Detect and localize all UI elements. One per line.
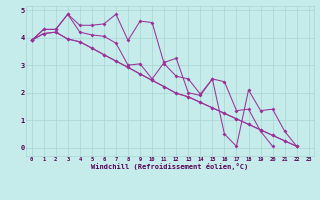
X-axis label: Windchill (Refroidissement éolien,°C): Windchill (Refroidissement éolien,°C)	[91, 163, 248, 170]
